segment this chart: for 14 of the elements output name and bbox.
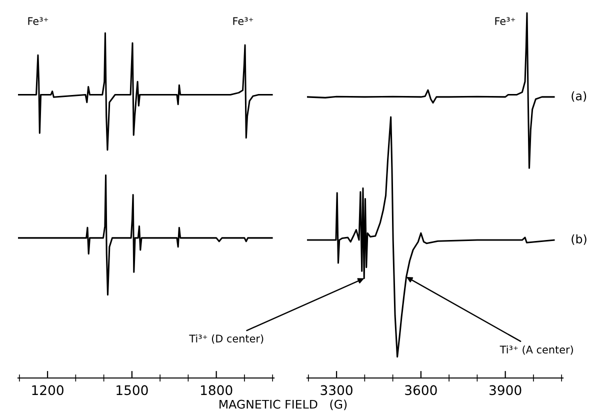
x-axis-title: MAGNETIC FIELD (G)	[220, 400, 347, 410]
x-tick-label: 3900	[490, 385, 522, 396]
x-tick-label: 3600	[405, 385, 437, 396]
series-label: (b)	[572, 234, 586, 245]
x-tick-label: 1800	[200, 385, 232, 396]
annotation: Ti³⁺ (A center)	[500, 345, 573, 355]
x-tick-label: 1500	[116, 385, 148, 396]
x-tick-label: 1200	[32, 385, 64, 396]
x-tick-label: 3300	[320, 385, 352, 396]
text: Fe³⁺	[233, 17, 254, 26]
series-label: (a)	[572, 91, 586, 102]
annotation: Fe³⁺	[495, 17, 516, 26]
text: Fe³⁺	[28, 17, 48, 26]
annotation: Ti³⁺ (D center)	[189, 334, 264, 344]
